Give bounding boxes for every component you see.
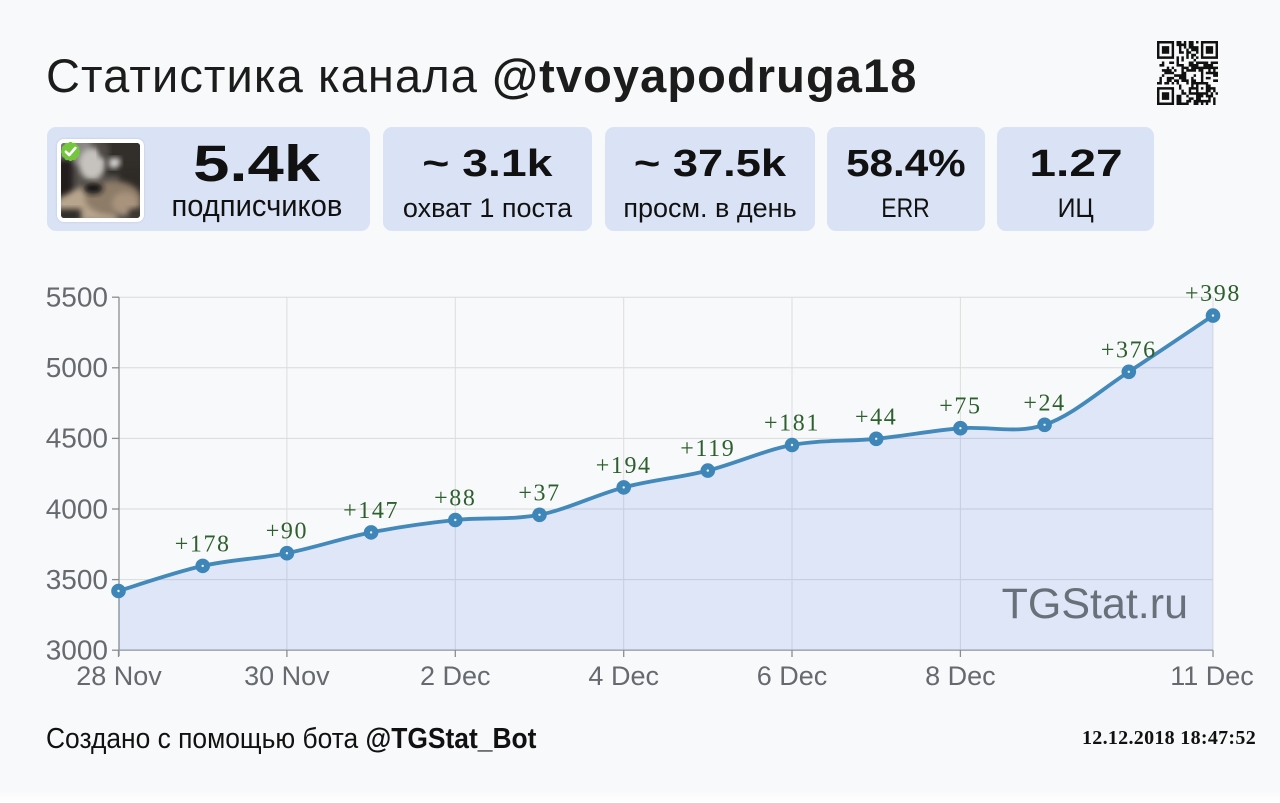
svg-text:4 Dec: 4 Dec (588, 661, 659, 691)
svg-text:4000: 4000 (46, 493, 108, 524)
svg-text:+398: +398 (1185, 281, 1241, 307)
svg-text:+194: +194 (596, 453, 652, 479)
svg-text:3000: 3000 (46, 635, 108, 666)
svg-text:+88: +88 (434, 486, 476, 512)
svg-text:+147: +147 (343, 498, 399, 524)
svg-text:4500: 4500 (46, 423, 108, 454)
svg-text:11 Dec: 11 Dec (1170, 661, 1254, 691)
svg-text:30 Nov: 30 Nov (244, 661, 330, 691)
svg-text:6 Dec: 6 Dec (757, 661, 828, 691)
svg-text:+37: +37 (518, 480, 560, 506)
svg-text:+24: +24 (1023, 390, 1065, 416)
svg-text:+119: +119 (680, 436, 735, 462)
svg-text:+90: +90 (266, 519, 308, 545)
svg-text:2 Dec: 2 Dec (420, 661, 491, 691)
svg-text:+181: +181 (764, 411, 820, 437)
svg-text:8 Dec: 8 Dec (925, 661, 996, 691)
svg-text:5000: 5000 (46, 352, 108, 383)
svg-text:+44: +44 (855, 404, 897, 430)
svg-text:3500: 3500 (46, 564, 108, 595)
svg-text:+75: +75 (939, 394, 981, 420)
svg-text:+178: +178 (175, 531, 231, 557)
svg-text:28 Nov: 28 Nov (76, 661, 162, 691)
svg-text:+376: +376 (1101, 337, 1157, 363)
svg-text:5500: 5500 (46, 282, 108, 313)
svg-text:TGStat.ru: TGStat.ru (1002, 580, 1188, 628)
